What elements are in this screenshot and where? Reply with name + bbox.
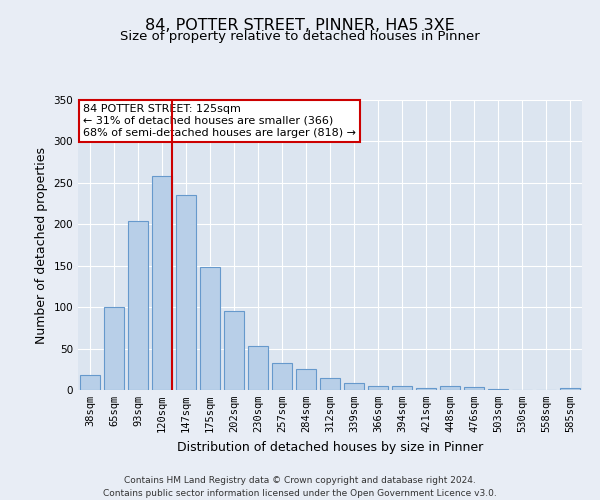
Bar <box>200 268 220 390</box>
Bar <box>104 307 124 390</box>
Bar <box>344 384 364 390</box>
Bar <box>80 375 100 390</box>
Bar <box>392 386 412 390</box>
Text: 84, POTTER STREET, PINNER, HA5 3XE: 84, POTTER STREET, PINNER, HA5 3XE <box>145 18 455 32</box>
Bar <box>248 346 268 390</box>
Bar <box>296 370 316 390</box>
Text: Contains HM Land Registry data © Crown copyright and database right 2024.
Contai: Contains HM Land Registry data © Crown c… <box>103 476 497 498</box>
Bar <box>440 386 460 390</box>
Bar <box>464 386 484 390</box>
Bar <box>176 196 196 390</box>
Text: 84 POTTER STREET: 125sqm
← 31% of detached houses are smaller (366)
68% of semi-: 84 POTTER STREET: 125sqm ← 31% of detach… <box>83 104 356 138</box>
Bar <box>416 388 436 390</box>
Bar <box>560 388 580 390</box>
X-axis label: Distribution of detached houses by size in Pinner: Distribution of detached houses by size … <box>177 440 483 454</box>
Bar <box>272 362 292 390</box>
Bar <box>224 312 244 390</box>
Text: Size of property relative to detached houses in Pinner: Size of property relative to detached ho… <box>120 30 480 43</box>
Bar <box>152 176 172 390</box>
Bar <box>368 386 388 390</box>
Bar <box>320 378 340 390</box>
Bar <box>488 389 508 390</box>
Bar <box>128 221 148 390</box>
Y-axis label: Number of detached properties: Number of detached properties <box>35 146 48 344</box>
